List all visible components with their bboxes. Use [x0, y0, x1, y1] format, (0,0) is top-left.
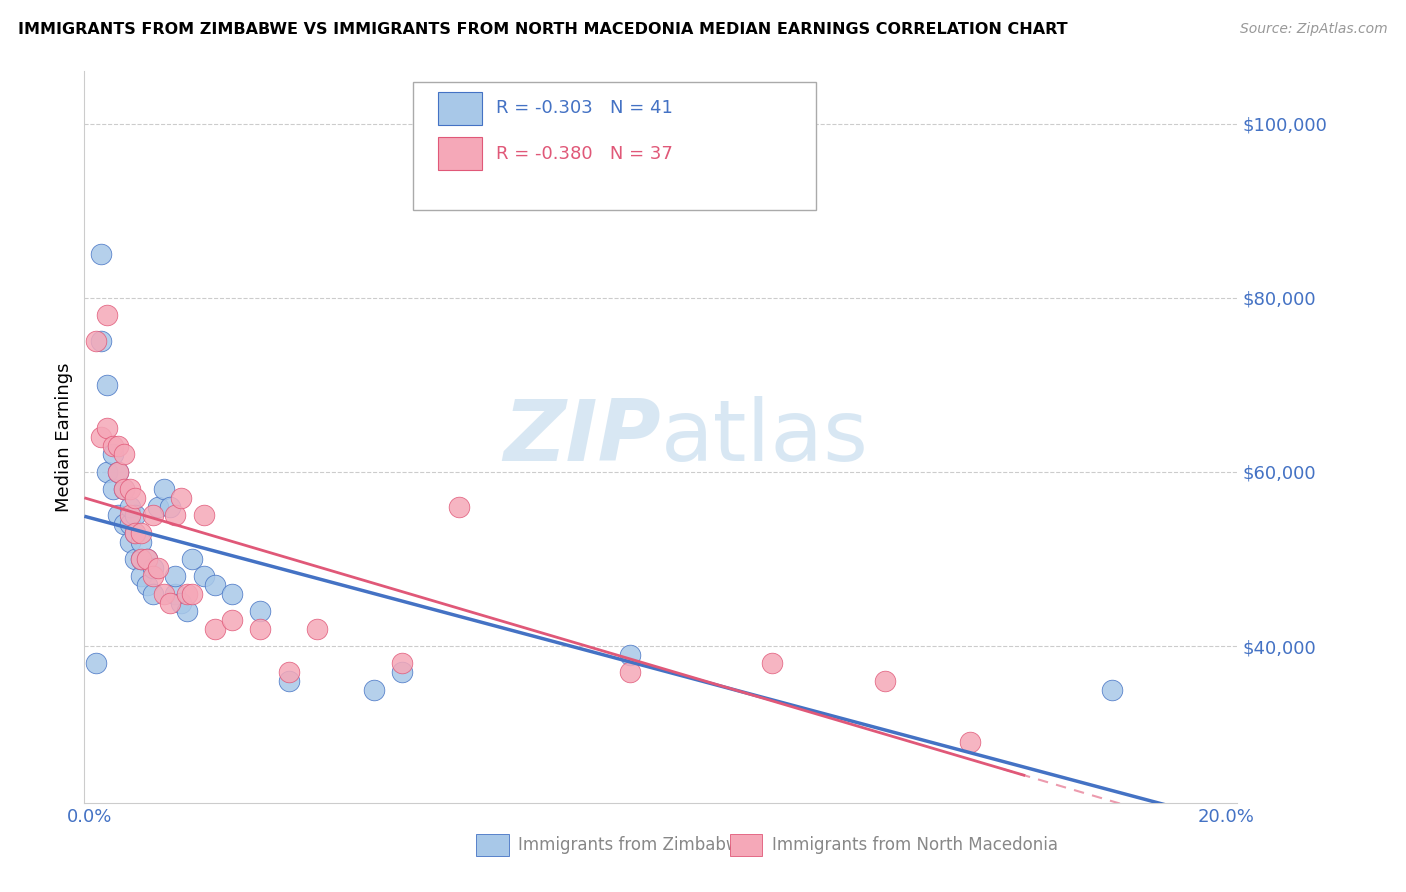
Point — [129, 569, 152, 583]
Point — [118, 517, 141, 532]
Point — [141, 560, 163, 574]
Point — [101, 439, 124, 453]
Point — [165, 587, 187, 601]
Bar — [439, 92, 482, 125]
Point — [84, 334, 107, 349]
Point — [124, 525, 146, 540]
Point — [96, 308, 118, 322]
Point — [875, 673, 897, 688]
FancyBboxPatch shape — [413, 82, 817, 211]
Point — [307, 622, 329, 636]
Point — [221, 613, 243, 627]
Point — [193, 569, 215, 583]
Point — [761, 657, 783, 671]
Text: IMMIGRANTS FROM ZIMBABWE VS IMMIGRANTS FROM NORTH MACEDONIA MEDIAN EARNINGS CORR: IMMIGRANTS FROM ZIMBABWE VS IMMIGRANTS F… — [18, 22, 1069, 37]
Point — [124, 525, 146, 540]
Point — [96, 377, 118, 392]
Point — [129, 552, 152, 566]
Point — [96, 465, 118, 479]
Point — [204, 622, 226, 636]
Point — [165, 569, 187, 583]
Point — [619, 665, 641, 680]
Point — [135, 552, 157, 566]
Point — [118, 500, 141, 514]
Point — [193, 508, 215, 523]
Point — [90, 430, 112, 444]
Point — [135, 578, 157, 592]
Point — [363, 682, 385, 697]
Point — [277, 673, 299, 688]
Point — [159, 500, 181, 514]
Text: Immigrants from North Macedonia: Immigrants from North Macedonia — [772, 836, 1057, 855]
Point — [170, 491, 193, 505]
Point — [181, 587, 204, 601]
Point — [141, 569, 163, 583]
Text: R = -0.303   N = 41: R = -0.303 N = 41 — [496, 99, 673, 117]
Point — [170, 595, 193, 609]
Point — [107, 465, 129, 479]
Point — [221, 587, 243, 601]
Point — [118, 534, 141, 549]
Point — [204, 578, 226, 592]
Point — [141, 508, 163, 523]
Text: atlas: atlas — [661, 395, 869, 479]
Point — [148, 500, 170, 514]
Point — [112, 517, 135, 532]
Point — [176, 587, 198, 601]
Point — [101, 483, 124, 497]
Bar — [730, 834, 762, 856]
Point — [277, 665, 299, 680]
Point — [129, 552, 152, 566]
Point — [959, 735, 981, 749]
Point — [90, 334, 112, 349]
Point — [124, 508, 146, 523]
Point — [129, 534, 152, 549]
Text: Immigrants from Zimbabwe: Immigrants from Zimbabwe — [517, 836, 749, 855]
Point — [391, 665, 413, 680]
Point — [112, 483, 135, 497]
Point — [118, 483, 141, 497]
Y-axis label: Median Earnings: Median Earnings — [55, 362, 73, 512]
Point — [153, 587, 176, 601]
Point — [249, 604, 271, 618]
Point — [90, 247, 112, 261]
Point — [391, 657, 413, 671]
Text: Source: ZipAtlas.com: Source: ZipAtlas.com — [1240, 22, 1388, 37]
Bar — [439, 137, 482, 170]
Point — [181, 552, 204, 566]
Point — [148, 560, 170, 574]
Point — [101, 448, 124, 462]
Point — [118, 508, 141, 523]
Point — [1101, 682, 1123, 697]
Point — [124, 491, 146, 505]
Point — [135, 552, 157, 566]
Point — [107, 508, 129, 523]
Text: ZIP: ZIP — [503, 395, 661, 479]
Point — [619, 648, 641, 662]
Point — [96, 421, 118, 435]
Point — [112, 448, 135, 462]
Point — [176, 604, 198, 618]
Point — [84, 657, 107, 671]
Point — [165, 508, 187, 523]
Point — [141, 587, 163, 601]
Point — [107, 439, 129, 453]
Point — [449, 500, 471, 514]
Point — [124, 552, 146, 566]
Point — [107, 465, 129, 479]
Point — [112, 483, 135, 497]
Text: R = -0.380   N = 37: R = -0.380 N = 37 — [496, 145, 673, 162]
Point — [249, 622, 271, 636]
Point — [153, 483, 176, 497]
Point — [159, 595, 181, 609]
Point — [129, 525, 152, 540]
Bar — [477, 834, 509, 856]
